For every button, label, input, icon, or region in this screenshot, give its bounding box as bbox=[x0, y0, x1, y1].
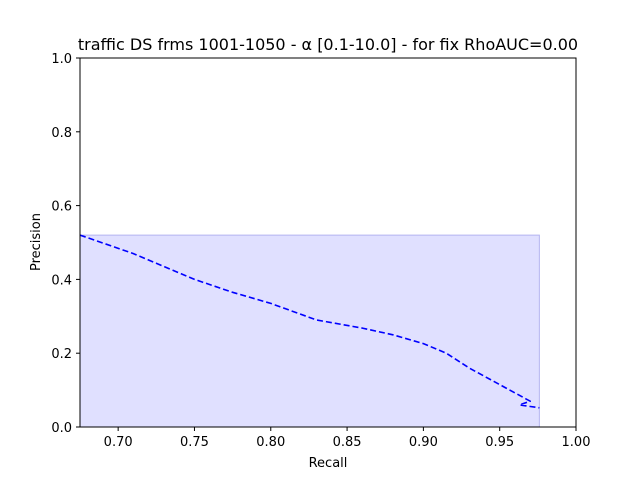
x-tick-label: 1.00 bbox=[562, 435, 591, 450]
x-tick-label: 0.80 bbox=[256, 435, 285, 450]
x-tick-label: 0.90 bbox=[409, 435, 438, 450]
y-tick-label: 0.0 bbox=[51, 421, 72, 436]
y-tick-label: 0.6 bbox=[51, 200, 72, 215]
fill-area bbox=[79, 234, 540, 428]
series-line-0 bbox=[79, 234, 540, 409]
y-tick-label: 0.4 bbox=[51, 273, 72, 288]
chart-title: traffic DS frms 1001-1050 - α [0.1-10.0]… bbox=[78, 35, 578, 54]
x-tick-label: 0.70 bbox=[104, 435, 133, 450]
x-tick-label: 0.95 bbox=[485, 435, 514, 450]
axes-frame bbox=[79, 57, 577, 428]
plot-layer: 0.70 0.75 0.80 0.85 0.90 0.95 1.00 0.0 0.2 0.4 0.6… bbox=[51, 52, 590, 450]
x-tick-label: 0.85 bbox=[333, 435, 362, 450]
y-axis-label: Precision bbox=[29, 213, 44, 271]
y-tick-label: 1.0 bbox=[51, 52, 72, 67]
x-axis-label: Recall bbox=[309, 456, 348, 471]
x-tick-label: 0.75 bbox=[180, 435, 209, 450]
y-tick-label: 0.8 bbox=[51, 126, 72, 141]
y-tick-label: 0.2 bbox=[51, 347, 72, 362]
